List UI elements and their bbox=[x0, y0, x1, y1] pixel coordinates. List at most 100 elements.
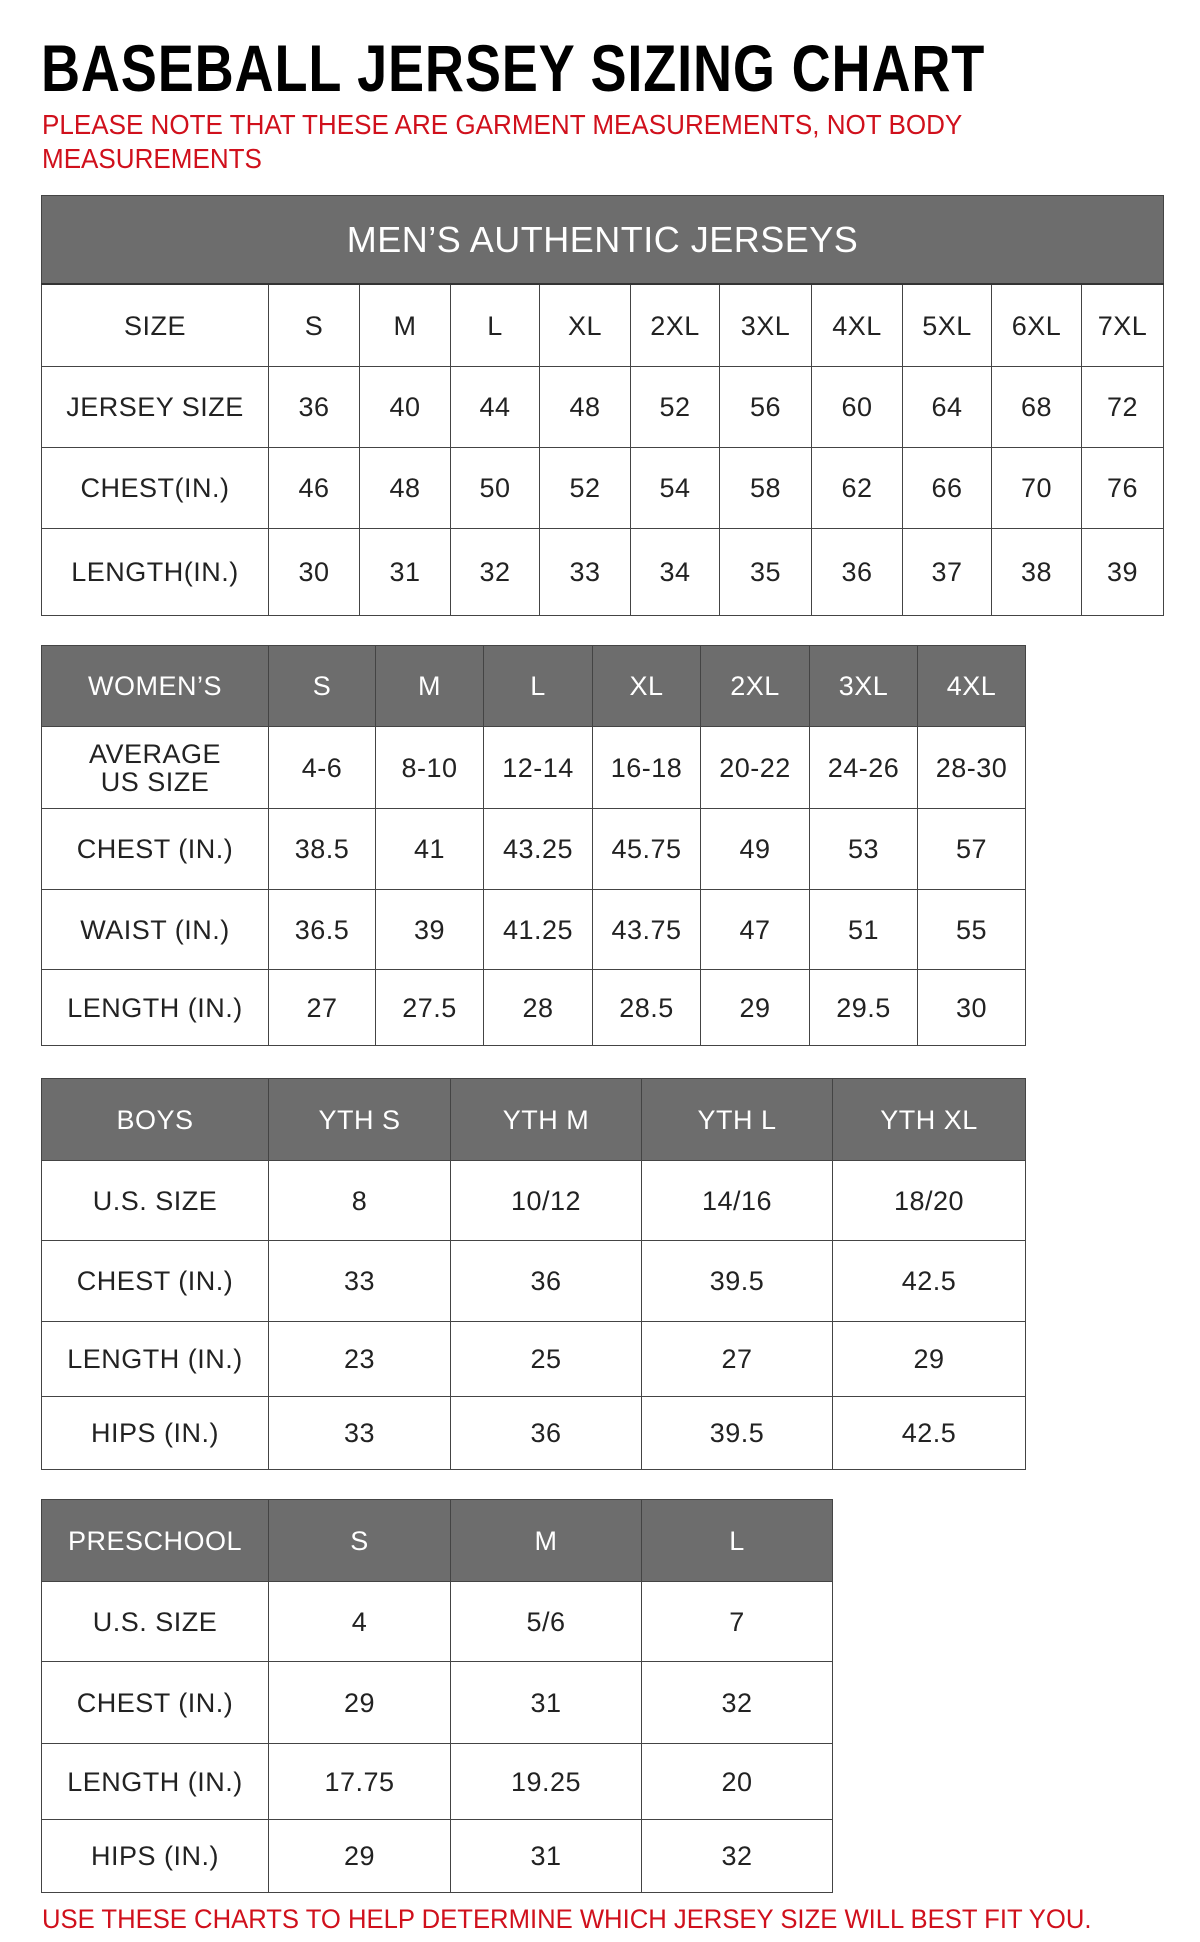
row-label: LENGTH (IN.) bbox=[41, 969, 269, 1046]
size-column-header: 3XL bbox=[809, 645, 918, 727]
table-cell: 52 bbox=[539, 447, 631, 529]
page-title: BASEBALL JERSEY SIZING CHART bbox=[41, 31, 986, 105]
table-cell: 31 bbox=[450, 1819, 642, 1893]
table-cell: 72 bbox=[1080, 366, 1165, 448]
table-cell: 17.75 bbox=[268, 1743, 451, 1820]
size-column-header: XL bbox=[592, 645, 701, 727]
table-cell: 32 bbox=[450, 528, 540, 616]
row-label: CHEST(IN.) bbox=[41, 447, 269, 529]
row-label: LENGTH (IN.) bbox=[41, 1743, 269, 1820]
table-cell: 32 bbox=[641, 1661, 833, 1744]
size-column-header: 3XL bbox=[719, 283, 812, 367]
size-column-header: 4XL bbox=[917, 645, 1026, 727]
row-label: U.S. SIZE bbox=[41, 1581, 269, 1662]
table-cell: 20-22 bbox=[700, 726, 810, 809]
table-cell: 43.25 bbox=[483, 808, 593, 890]
size-column-header: 7XL bbox=[1080, 283, 1165, 367]
footer-note: USE THESE CHARTS TO HELP DETERMINE WHICH… bbox=[42, 1904, 1092, 1934]
table-cell: 37 bbox=[902, 528, 992, 616]
table-cell: 39 bbox=[375, 889, 484, 970]
row-label: HIPS (IN.) bbox=[41, 1396, 269, 1470]
table-cell: 31 bbox=[359, 528, 451, 616]
table-cell: 43.75 bbox=[592, 889, 701, 970]
table-cell: 7 bbox=[641, 1581, 833, 1662]
table-row: CHEST (IN.) 29 31 32 bbox=[41, 1661, 833, 1744]
table-cell: 42.5 bbox=[832, 1396, 1026, 1470]
table-cell: 20 bbox=[641, 1743, 833, 1820]
table-cell: 29 bbox=[832, 1321, 1026, 1397]
table-cell: 14/16 bbox=[641, 1160, 833, 1241]
table-cell: 47 bbox=[700, 889, 810, 970]
table-cell: 49 bbox=[700, 808, 810, 890]
table-cell: 46 bbox=[268, 447, 360, 529]
size-column-header: L bbox=[483, 645, 593, 727]
table-cell: 35 bbox=[719, 528, 812, 616]
table-cell: 50 bbox=[450, 447, 540, 529]
row-label-header: PRESCHOOL bbox=[41, 1499, 269, 1582]
row-label-header: BOYS bbox=[41, 1078, 269, 1161]
table-cell: 28 bbox=[483, 969, 593, 1046]
table-cell: 70 bbox=[991, 447, 1082, 529]
row-label: HIPS (IN.) bbox=[41, 1819, 269, 1893]
table-cell: 55 bbox=[917, 889, 1026, 970]
size-column-header: YTH M bbox=[450, 1078, 642, 1161]
table-cell: 48 bbox=[359, 447, 451, 529]
table-cell: 51 bbox=[809, 889, 918, 970]
table-cell: 18/20 bbox=[832, 1160, 1026, 1241]
table-row: LENGTH (IN.) 27 27.5 28 28.5 29 29.5 30 bbox=[41, 969, 1026, 1046]
table-row: U.S. SIZE 8 10/12 14/16 18/20 bbox=[41, 1160, 1026, 1241]
table-cell: 44 bbox=[450, 366, 540, 448]
table-cell: 29 bbox=[700, 969, 810, 1046]
table-cell: 41.25 bbox=[483, 889, 593, 970]
table-cell: 28-30 bbox=[917, 726, 1026, 809]
size-column-header: XL bbox=[539, 283, 631, 367]
table-cell: 16-18 bbox=[592, 726, 701, 809]
table-cell: 54 bbox=[630, 447, 720, 529]
table-cell: 24-26 bbox=[809, 726, 918, 809]
size-column-header: 6XL bbox=[991, 283, 1082, 367]
table-cell: 23 bbox=[268, 1321, 451, 1397]
size-column-header: L bbox=[641, 1499, 833, 1582]
table-cell: 48 bbox=[539, 366, 631, 448]
preschool-size-table: PRESCHOOL S M L U.S. SIZE 4 5/6 7 CHEST (IN.) 29 3… bbox=[41, 1499, 833, 1893]
size-column-header: 4XL bbox=[811, 283, 903, 367]
size-column-header: M bbox=[375, 645, 484, 727]
table-cell: 30 bbox=[268, 528, 360, 616]
row-label-header: SIZE bbox=[41, 283, 269, 367]
size-column-header: 2XL bbox=[700, 645, 810, 727]
table-row: AVERAGE US SIZE 4-6 8-10 12-14 16-18 20-22 24-… bbox=[41, 726, 1026, 809]
table-row: LENGTH (IN.) 17.75 19.25 20 bbox=[41, 1743, 833, 1820]
row-label: AVERAGE US SIZE bbox=[41, 726, 269, 809]
table-cell: 8-10 bbox=[375, 726, 484, 809]
table-cell: 8 bbox=[268, 1160, 451, 1241]
table-cell: 30 bbox=[917, 969, 1026, 1046]
size-column-header: M bbox=[359, 283, 451, 367]
table-cell: 4-6 bbox=[268, 726, 376, 809]
row-label: CHEST (IN.) bbox=[41, 1240, 269, 1322]
row-label: CHEST (IN.) bbox=[41, 808, 269, 890]
size-column-header: YTH S bbox=[268, 1078, 451, 1161]
size-column-header: S bbox=[268, 645, 376, 727]
table-cell: 53 bbox=[809, 808, 918, 890]
table-cell: 66 bbox=[902, 447, 992, 529]
row-label: LENGTH (IN.) bbox=[41, 1321, 269, 1397]
table-cell: 41 bbox=[375, 808, 484, 890]
table-cell: 36 bbox=[811, 528, 903, 616]
table-cell: 36 bbox=[450, 1396, 642, 1470]
table-header-row: WOMEN’S S M L XL 2XL 3XL 4XL bbox=[41, 645, 1026, 727]
table-cell: 12-14 bbox=[483, 726, 593, 809]
table-cell: 38 bbox=[991, 528, 1082, 616]
table-cell: 36.5 bbox=[268, 889, 376, 970]
mens-size-table: MEN’S AUTHENTIC JERSEYS SIZE S M L XL 2XL 3XL 4X… bbox=[40, 195, 1165, 616]
size-column-header: M bbox=[450, 1499, 642, 1582]
table-cell: 52 bbox=[630, 366, 720, 448]
table-row: WAIST (IN.) 36.5 39 41.25 43.75 47 51 55 bbox=[41, 889, 1026, 970]
table-cell: 39.5 bbox=[641, 1240, 833, 1322]
table-row: CHEST(IN.) 46 48 50 52 54 58 62 66 70 76 bbox=[41, 447, 1165, 529]
table-cell: 76 bbox=[1080, 447, 1165, 529]
table-cell: 27 bbox=[641, 1321, 833, 1397]
table-cell: 29 bbox=[268, 1661, 451, 1744]
row-label: JERSEY SIZE bbox=[41, 366, 269, 448]
table-cell: 29 bbox=[268, 1819, 451, 1893]
row-label: U.S. SIZE bbox=[41, 1160, 269, 1241]
